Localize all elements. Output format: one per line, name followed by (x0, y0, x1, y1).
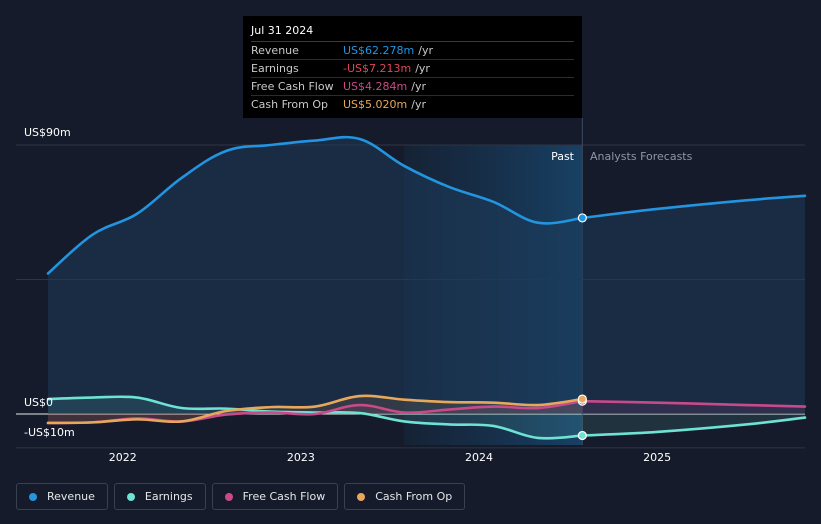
tooltip-label: Cash From Op (251, 98, 329, 111)
x-tick-label: 2022 (109, 451, 137, 464)
legend-label: Cash From Op (375, 490, 453, 503)
legend-label: Earnings (144, 490, 193, 503)
free-cash-flow-forecast-line (581, 399, 807, 408)
tooltip-value: US$62.278m (343, 44, 415, 57)
tooltip-label: Revenue (251, 44, 299, 57)
past-label: Past (551, 150, 575, 163)
x-tick-label: 2023 (287, 451, 315, 464)
revenue-area (48, 137, 805, 415)
legend-item-cash-from-op[interactable]: Cash From Op (344, 483, 466, 510)
tooltip-label: Earnings (251, 62, 299, 75)
x-tick-label: 2024 (465, 451, 493, 464)
legend-dot-icon (224, 492, 233, 501)
earnings-marker (577, 430, 587, 441)
tooltip-row-revenue: Revenue US$62.278m /yr (251, 42, 574, 60)
chart-legend: Revenue Earnings Free Cash Flow Cash Fro… (16, 483, 466, 510)
line-chart: US$90m US$0 -US$10m Past Analysts Foreca… (16, 118, 807, 464)
legend-label: Revenue (47, 490, 95, 503)
hover-tooltip: Jul 31 2024 Revenue US$62.278m /yr Earni… (243, 16, 582, 118)
legend-dot-icon (29, 492, 37, 501)
legend-dot-icon (357, 492, 366, 501)
revenue-line (46, 135, 584, 275)
tooltip-row-earnings: Earnings -US$7.213m /yr (251, 60, 574, 78)
legend-label: Free Cash Flow (242, 490, 326, 503)
legend-dot-icon (126, 492, 135, 501)
tooltip-unit: /yr (411, 80, 426, 93)
tooltip-row-free-cash-flow: Free Cash Flow US$4.284m /yr (251, 78, 574, 96)
tooltip-unit: /yr (415, 62, 430, 75)
y-tick-label-bottom: -US$10m (24, 426, 75, 439)
legend-item-free-cash-flow[interactable]: Free Cash Flow (211, 483, 339, 510)
earnings-line (46, 395, 584, 440)
revenue-forecast-line (581, 194, 807, 220)
y-tick-label-zero: US$0 (24, 396, 53, 409)
cash-from-op-marker (577, 394, 587, 404)
revenue-marker (577, 213, 587, 223)
x-tick-label: 2025 (643, 451, 671, 464)
cash-from-op-line (46, 394, 584, 425)
forecast-label: Analysts Forecasts (590, 150, 693, 163)
legend-item-earnings[interactable]: Earnings (113, 483, 206, 510)
tooltip-row-cash-from-op: Cash From Op US$5.020m /yr (251, 96, 574, 113)
earnings-forecast-line (581, 416, 807, 437)
tooltip-value: -US$7.213m (343, 62, 412, 75)
tooltip-unit: /yr (411, 98, 426, 111)
tooltip-value: US$4.284m (343, 80, 408, 93)
legend-item-revenue[interactable]: Revenue (16, 483, 108, 510)
tooltip-unit: /yr (418, 44, 433, 57)
y-tick-label-top: US$90m (24, 126, 71, 139)
tooltip-label: Free Cash Flow (251, 80, 334, 93)
tooltip-value: US$5.020m (343, 98, 408, 111)
earnings-area (48, 396, 805, 439)
tooltip-date: Jul 31 2024 (251, 24, 574, 42)
